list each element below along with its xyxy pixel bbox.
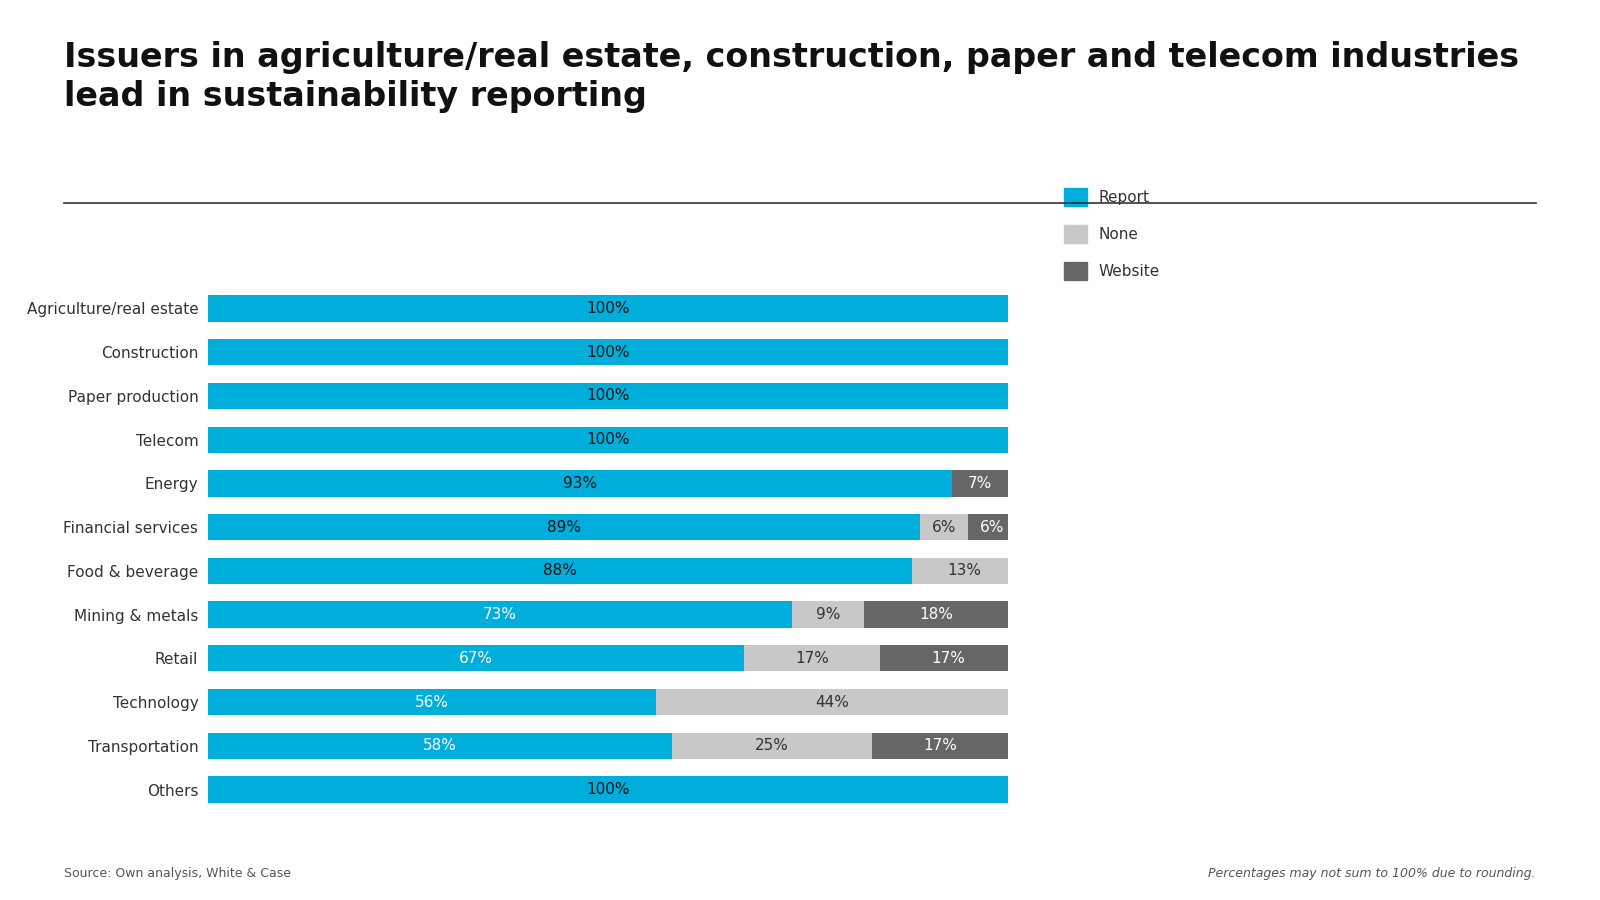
Text: 44%: 44%: [814, 695, 850, 709]
Text: Source: Own analysis, White & Case: Source: Own analysis, White & Case: [64, 868, 291, 880]
Bar: [880, 645, 1016, 671]
Bar: [872, 733, 1008, 759]
Text: 100%: 100%: [586, 432, 630, 447]
Bar: [792, 601, 864, 627]
Text: 89%: 89%: [547, 519, 581, 535]
Bar: [920, 514, 968, 540]
Text: 58%: 58%: [422, 738, 458, 753]
Text: 88%: 88%: [542, 563, 578, 579]
Text: 18%: 18%: [918, 608, 954, 622]
Bar: [912, 558, 1016, 584]
Bar: [672, 733, 872, 759]
Bar: [968, 514, 1016, 540]
Text: 100%: 100%: [586, 389, 630, 403]
Text: 73%: 73%: [483, 608, 517, 622]
Text: 56%: 56%: [414, 695, 450, 709]
Text: 17%: 17%: [795, 651, 829, 666]
Text: 100%: 100%: [586, 782, 630, 797]
Text: 6%: 6%: [931, 519, 957, 535]
Bar: [208, 777, 1008, 803]
Legend: Report, None, Website: Report, None, Website: [1064, 187, 1160, 280]
Text: 25%: 25%: [755, 738, 789, 753]
Text: 7%: 7%: [968, 476, 992, 491]
Bar: [208, 601, 792, 627]
Bar: [864, 601, 1008, 627]
Bar: [208, 514, 920, 540]
Text: 93%: 93%: [563, 476, 597, 491]
Text: 67%: 67%: [459, 651, 493, 666]
Text: 17%: 17%: [923, 738, 957, 753]
Bar: [208, 733, 672, 759]
Bar: [208, 339, 1008, 365]
Text: Issuers in agriculture/real estate, construction, paper and telecom industries
l: Issuers in agriculture/real estate, cons…: [64, 40, 1518, 113]
Text: 100%: 100%: [586, 345, 630, 360]
Text: 13%: 13%: [947, 563, 981, 579]
Bar: [208, 688, 656, 716]
Bar: [952, 471, 1008, 497]
Text: 17%: 17%: [931, 651, 965, 666]
Bar: [208, 471, 952, 497]
Text: 9%: 9%: [816, 608, 840, 622]
Bar: [208, 427, 1008, 453]
Bar: [208, 382, 1008, 410]
Text: 6%: 6%: [979, 519, 1005, 535]
Bar: [656, 688, 1008, 716]
Text: 100%: 100%: [586, 301, 630, 316]
Bar: [744, 645, 880, 671]
Text: Percentages may not sum to 100% due to rounding.: Percentages may not sum to 100% due to r…: [1208, 868, 1536, 880]
Bar: [208, 645, 744, 671]
Bar: [208, 295, 1008, 321]
Bar: [208, 558, 912, 584]
